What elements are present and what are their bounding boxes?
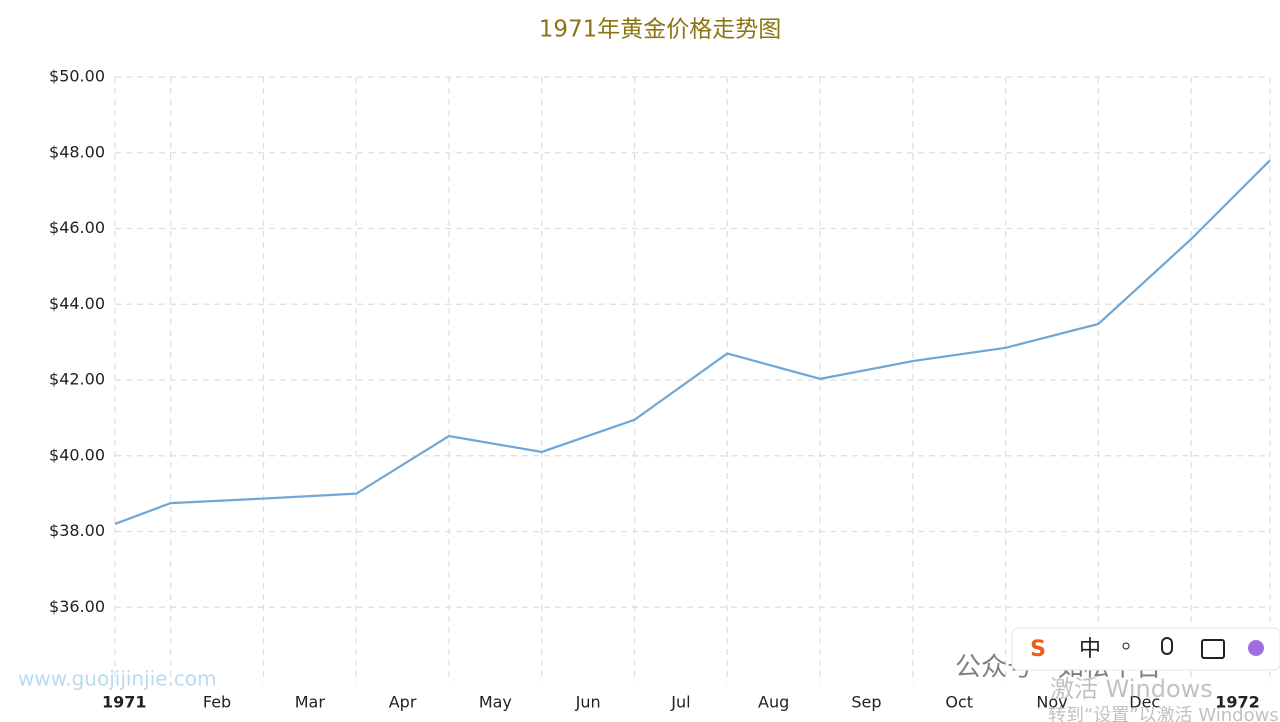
x-tick-label: Mar [295, 693, 326, 712]
ime-punct[interactable] [1122, 642, 1130, 650]
y-tick-label: $42.00 [49, 370, 105, 389]
price-line [114, 159, 1271, 525]
x-tick-label: May [479, 693, 512, 712]
x-tick-label: Jun [575, 693, 601, 712]
y-tick-label: $46.00 [49, 218, 105, 237]
ime-bar [1011, 627, 1280, 671]
ime-mic[interactable] [1161, 637, 1173, 655]
ime-mode[interactable]: 中 [1079, 637, 1101, 662]
x-tick-label: Jul [670, 693, 690, 712]
y-tick-label: $48.00 [49, 142, 105, 161]
y-tick-label: $38.00 [49, 521, 105, 540]
x-tick-label: Feb [203, 693, 231, 712]
x-tick-label: 1972 [1215, 693, 1260, 712]
y-tick-label: $50.00 [49, 67, 105, 86]
y-tick-label: $36.00 [49, 597, 105, 616]
ime-skin[interactable] [1248, 640, 1264, 656]
ime-toolbar: S 中 [1011, 627, 1280, 671]
x-tick-label: 1971 [102, 693, 147, 712]
x-tick-label: Dec [1129, 693, 1160, 712]
x-tick-label: Aug [758, 693, 789, 712]
y-tick-label: $44.00 [49, 294, 105, 313]
ime-logo[interactable]: S [1030, 637, 1046, 662]
activation-notice: 激活 Windows [1050, 675, 1213, 703]
watermark: www.guojijinjie.com [18, 667, 217, 691]
x-tick-label: Apr [389, 693, 417, 712]
x-tick-label: Nov [1036, 693, 1067, 712]
y-tick-label: $40.00 [49, 445, 105, 464]
x-tick-label: Oct [945, 693, 973, 712]
plot-area: $36.00 $38.00 $40.00 $42.00 $44.00 $46.00 $48.… [49, 67, 1271, 712]
chart-title: 1971年黄金价格走势图 [539, 17, 782, 43]
x-tick-label: Sep [851, 693, 881, 712]
activation-hint: 转到“设置”以激活 Windows [1048, 705, 1279, 722]
ime-keyboard[interactable] [1201, 639, 1225, 659]
